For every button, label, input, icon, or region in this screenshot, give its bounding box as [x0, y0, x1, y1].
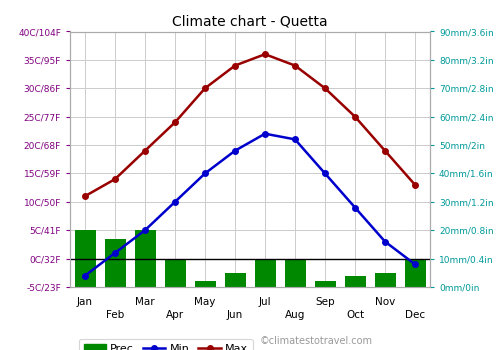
Bar — [284, 259, 306, 287]
Text: Dec: Dec — [405, 310, 425, 320]
Bar — [164, 259, 186, 287]
Bar — [254, 259, 276, 287]
Bar — [224, 273, 246, 287]
Text: Oct: Oct — [346, 310, 364, 320]
Text: Jun: Jun — [227, 310, 243, 320]
Bar — [404, 259, 425, 287]
Text: May: May — [194, 297, 216, 307]
Text: Nov: Nov — [375, 297, 395, 307]
Bar — [314, 281, 336, 287]
Bar — [194, 281, 216, 287]
Text: Sep: Sep — [315, 297, 335, 307]
Bar — [134, 230, 156, 287]
Text: ©climatestotravel.com: ©climatestotravel.com — [260, 336, 373, 346]
Text: Feb: Feb — [106, 310, 124, 320]
Text: Apr: Apr — [166, 310, 184, 320]
Text: Mar: Mar — [135, 297, 155, 307]
Bar — [374, 273, 396, 287]
Title: Climate chart - Quetta: Climate chart - Quetta — [172, 15, 328, 29]
Bar — [344, 276, 366, 287]
Legend: Prec, Min, Max: Prec, Min, Max — [79, 339, 252, 350]
Text: Jul: Jul — [258, 297, 272, 307]
Bar — [74, 230, 96, 287]
Bar — [104, 239, 126, 287]
Text: Jan: Jan — [77, 297, 93, 307]
Text: Aug: Aug — [285, 310, 305, 320]
